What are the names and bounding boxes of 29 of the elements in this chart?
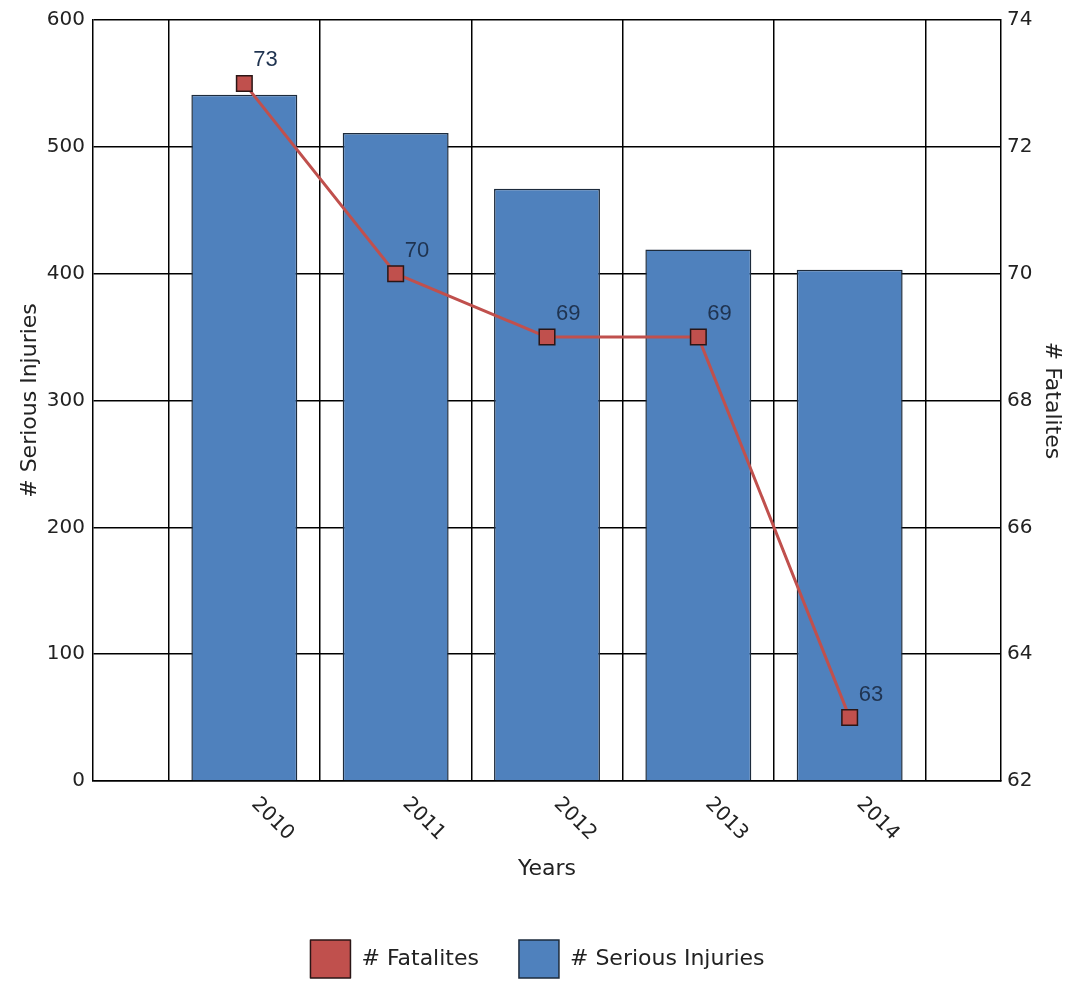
y-tick-label: 600	[46, 6, 85, 31]
data-label: 70	[404, 236, 430, 262]
data-label: 73	[253, 46, 278, 72]
point	[689, 328, 707, 346]
y-tick-label: 500	[46, 133, 85, 158]
y-tick-label: 100	[46, 640, 85, 665]
point	[538, 328, 556, 346]
legend-label: # Fatalites	[361, 944, 479, 970]
y-tick-label: 300	[46, 386, 85, 411]
y-tick-label: 200	[46, 513, 85, 538]
point	[387, 265, 405, 283]
y2-tick-label: 68	[1007, 386, 1033, 411]
data-label: 63	[858, 680, 884, 706]
y-tick-label: 400	[46, 259, 85, 284]
y2-tick-label: 66	[1007, 513, 1033, 538]
legend-label: # Serious Injuries	[569, 944, 765, 970]
y-tick-label: 0	[72, 767, 85, 792]
y2-axis-title: # Fatalites	[1041, 341, 1067, 460]
data-label: 69	[707, 300, 732, 326]
y2-tick-label: 74	[1007, 6, 1033, 31]
y2-tick-label: 64	[1007, 640, 1033, 665]
point	[841, 709, 859, 727]
y-axis-title: # Serious Injuries	[15, 303, 41, 498]
y2-tick-label: 72	[1007, 133, 1033, 158]
x-axis-title: Years	[516, 854, 577, 880]
y2-tick-label: 62	[1007, 767, 1033, 792]
data-label: 69	[556, 300, 581, 326]
point	[235, 74, 253, 92]
y2-tick-label: 70	[1007, 259, 1033, 284]
